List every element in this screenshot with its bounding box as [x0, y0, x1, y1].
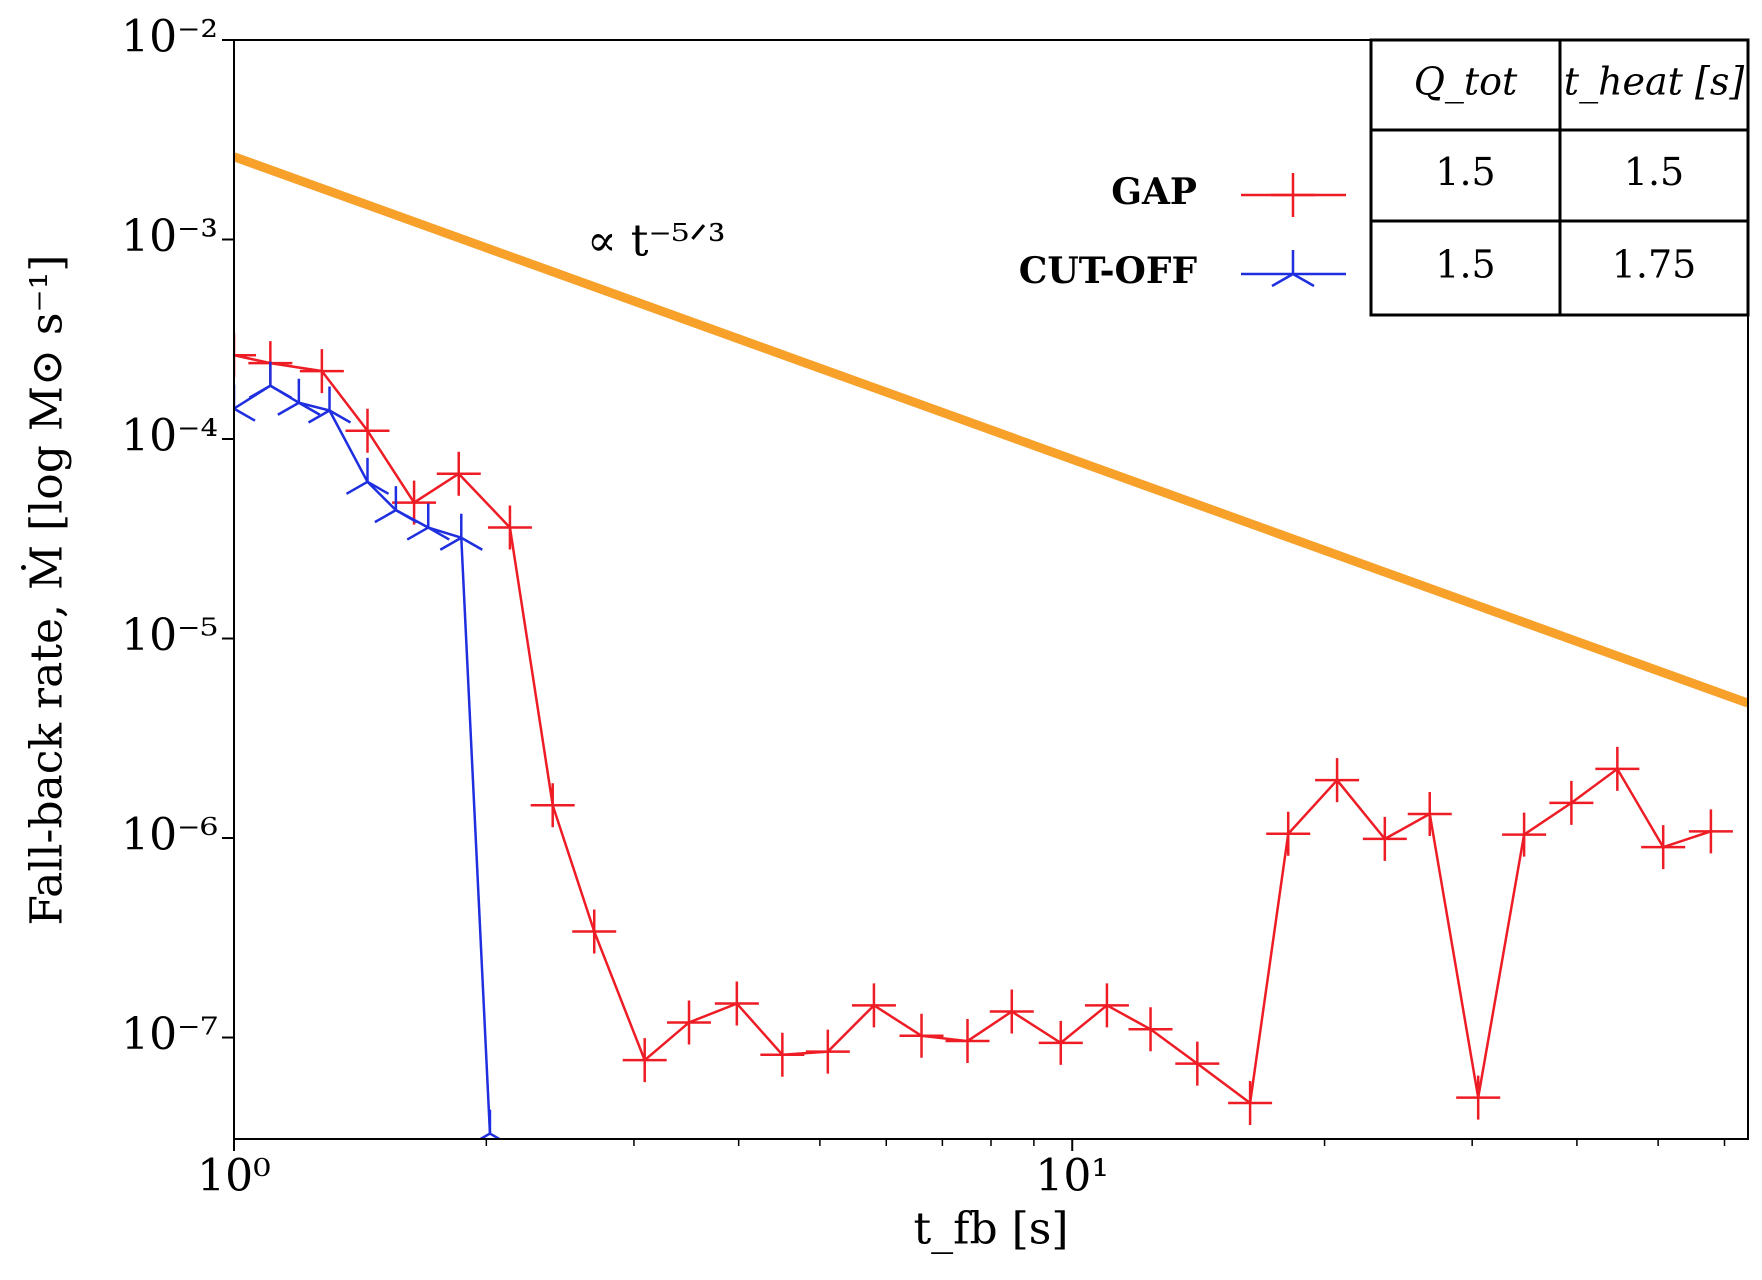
legend-marker: [1271, 250, 1315, 288]
data-point: [989, 989, 1034, 1034]
plot-area: [234, 152, 1748, 1139]
reference-line: [234, 152, 1748, 708]
data-point: [530, 783, 575, 828]
data-point: [1175, 1041, 1220, 1086]
series-line: [234, 384, 492, 1134]
x-tick-label: 10¹: [1035, 1151, 1109, 1202]
data-point: [1362, 816, 1407, 861]
data-point: [487, 505, 532, 550]
data-point: [477, 1109, 502, 1139]
data-point: [299, 349, 344, 394]
data-point: [760, 1032, 805, 1077]
table-cell: 1.5: [1435, 150, 1495, 194]
data-point: [945, 1019, 990, 1064]
data-point: [899, 1013, 944, 1058]
y-tick-label: 10⁻⁶: [121, 810, 218, 861]
data-point: [345, 457, 390, 495]
data-point: [307, 386, 352, 424]
data-point: [1407, 791, 1452, 836]
data-point: [1549, 780, 1594, 825]
data-point: [667, 1000, 712, 1045]
y-axis-label: Fall-back rate, Ṁ [log M⊙ s⁻¹]: [20, 255, 73, 926]
data-point: [851, 983, 896, 1028]
data-point: [805, 1029, 850, 1074]
annotation: ∝ t⁻⁵ᐟ³: [587, 216, 726, 267]
data-point: [439, 513, 483, 551]
data-point: [374, 486, 418, 524]
y-tick-label: 10⁻⁵: [121, 610, 218, 661]
data-point: [1038, 1020, 1083, 1065]
data-point: [392, 480, 437, 525]
table-cell: 1.5: [1435, 243, 1495, 287]
data-point: [1128, 1007, 1173, 1052]
x-axis-label: t_fb [s]: [913, 1204, 1068, 1255]
legend-label: CUT-OFF: [1019, 250, 1198, 292]
data-point: [234, 333, 256, 378]
axes-frame: [233, 39, 1749, 1140]
data-point: [1456, 1075, 1501, 1120]
data-point: [436, 451, 481, 496]
y-tick-label: 10⁻⁷: [121, 1009, 218, 1060]
y-tick-label: 10⁻⁴: [121, 411, 218, 462]
data-point: [622, 1038, 667, 1083]
legend-marker: [1271, 173, 1315, 217]
y-tick-label: 10⁻³: [121, 211, 218, 262]
data-point: [1641, 825, 1686, 870]
data-point: [345, 408, 390, 453]
data-point: [1688, 809, 1733, 854]
data-point: [248, 361, 292, 399]
data-point: [714, 981, 759, 1026]
y-tick-label: 10⁻²: [121, 12, 218, 63]
data-point: [277, 378, 321, 416]
data-point: [406, 503, 450, 541]
x-tick-label: 10⁰: [197, 1151, 271, 1202]
data-point: [1315, 758, 1360, 803]
data-point: [1228, 1080, 1273, 1125]
data-point: [1502, 812, 1547, 857]
data-point: [1595, 746, 1640, 791]
data-point: [1084, 983, 1129, 1028]
table-header: Q_tot: [1414, 60, 1518, 105]
legend-label: GAP: [1111, 171, 1197, 213]
table-cell: 1.75: [1612, 243, 1697, 287]
series-line: [234, 354, 1712, 1106]
data-point: [572, 909, 617, 954]
data-point: [1266, 811, 1311, 856]
table-cell: 1.5: [1624, 150, 1684, 194]
data-point: [234, 384, 256, 422]
table-header: t_heat [s]: [1564, 60, 1745, 105]
